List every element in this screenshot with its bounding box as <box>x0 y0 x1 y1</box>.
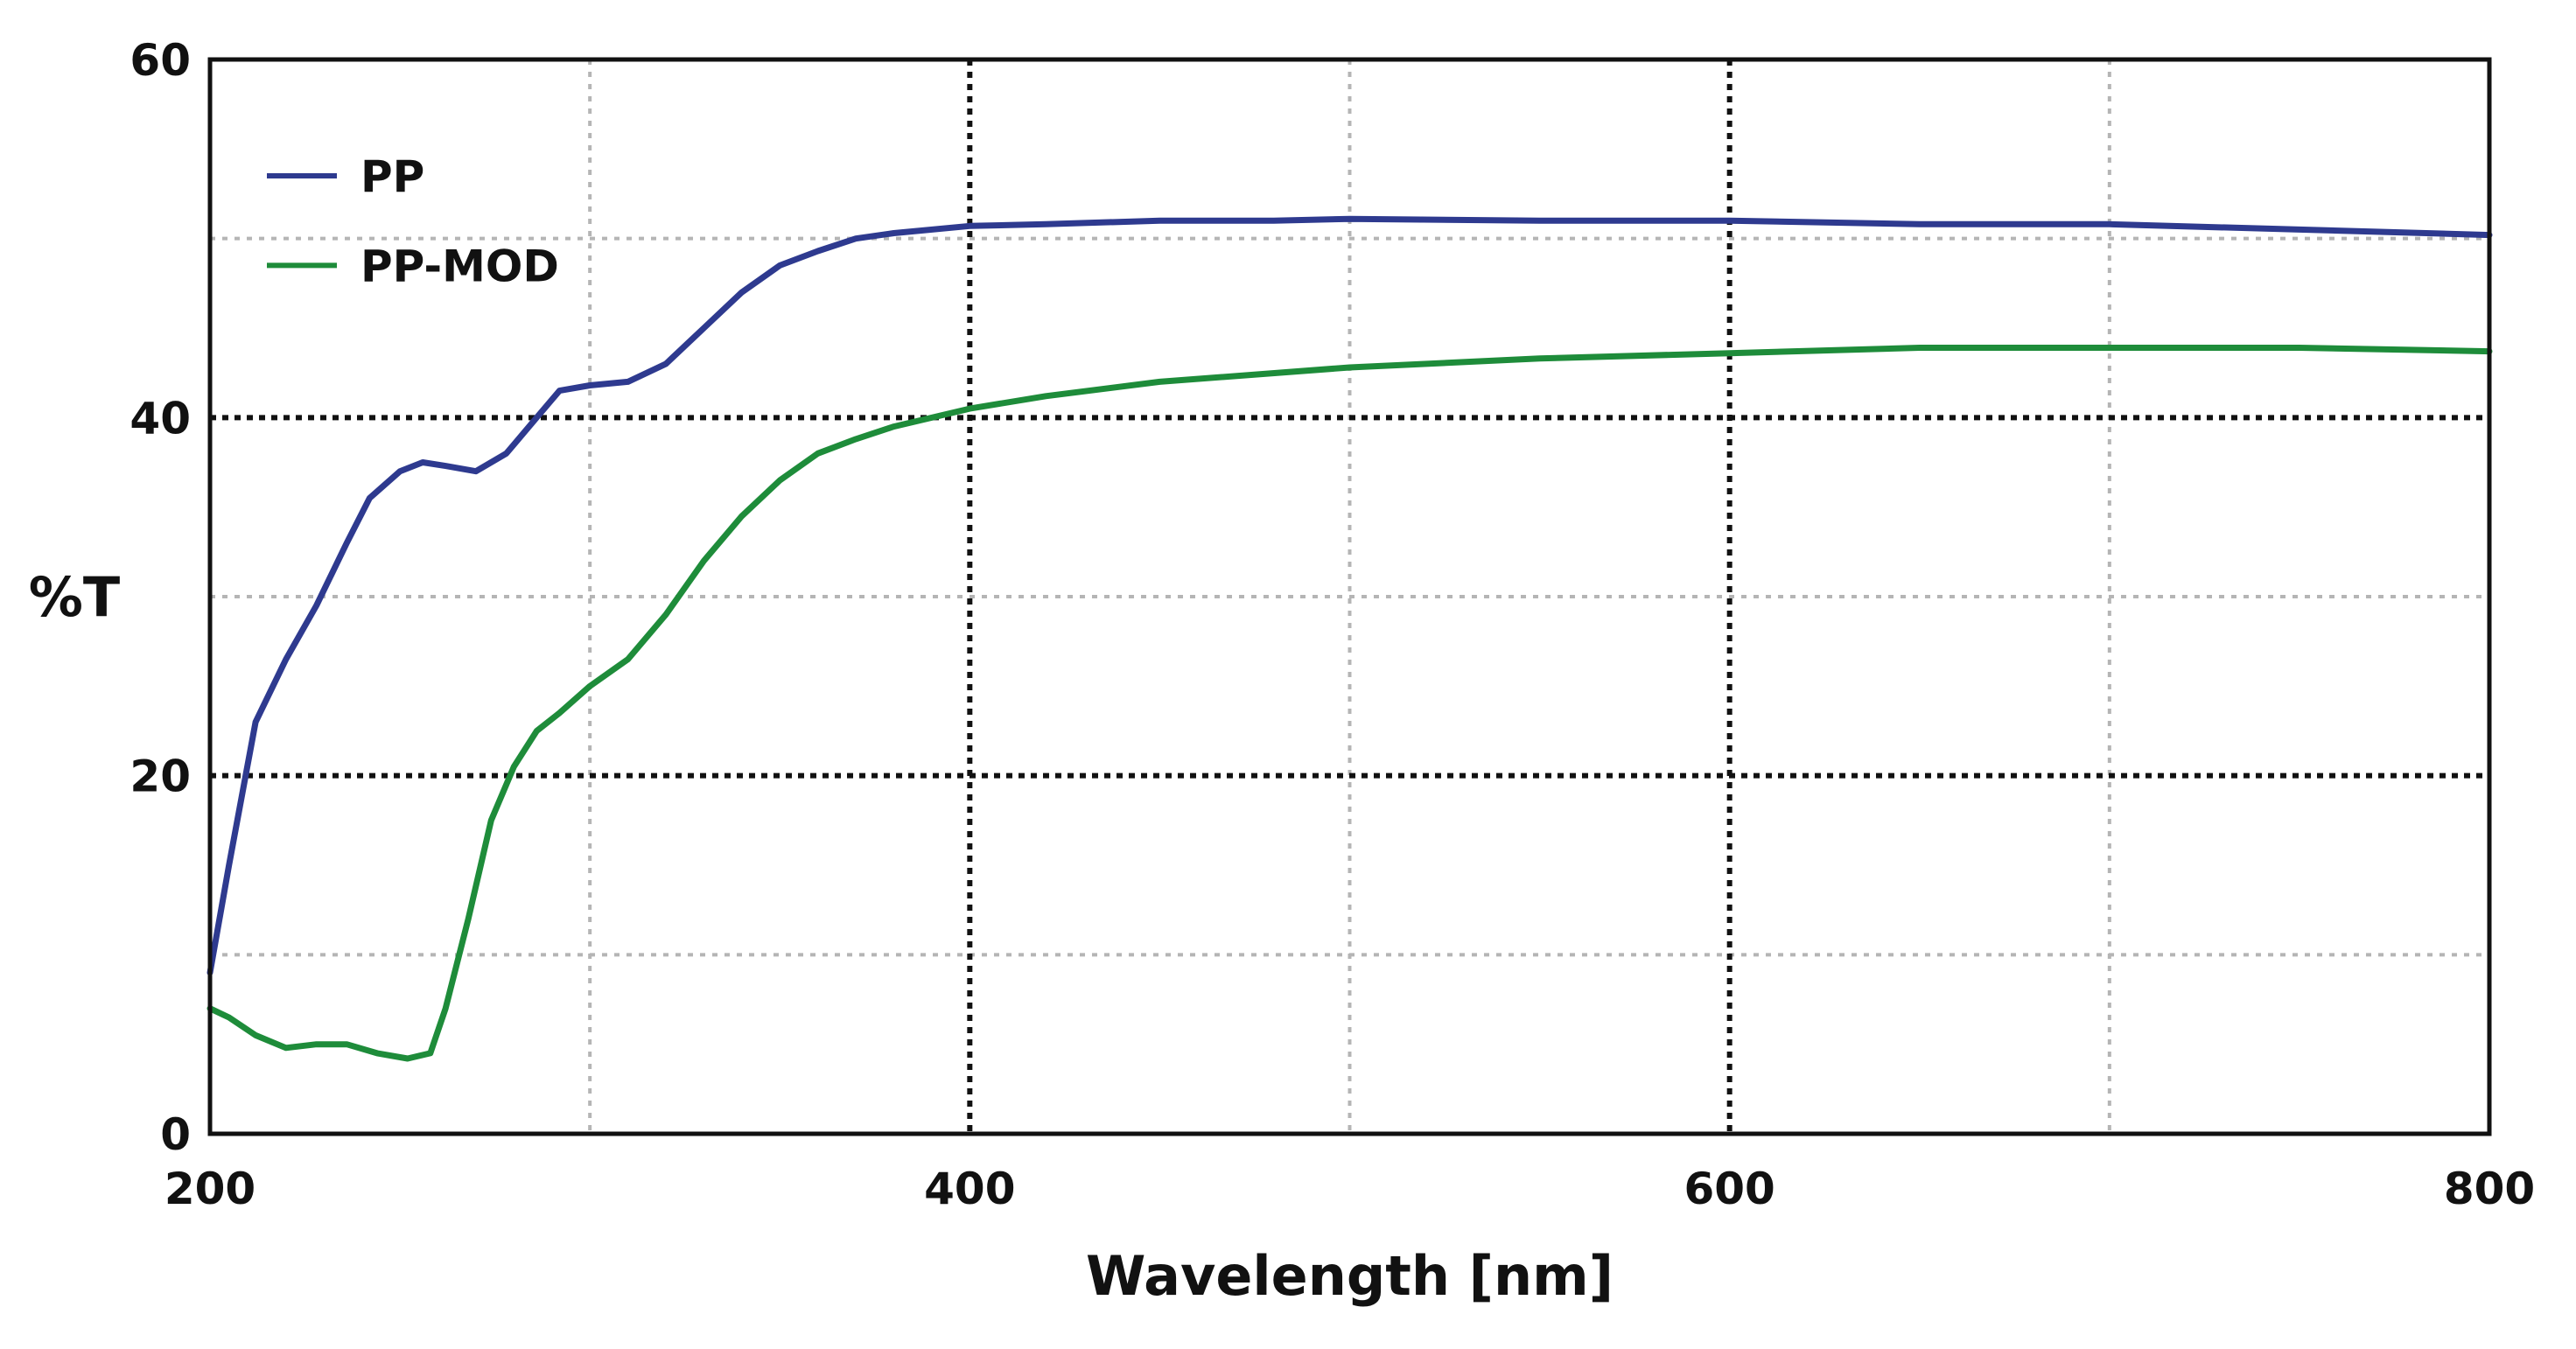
series-line-pp-mod <box>206 345 2493 1062</box>
tick-labels: 200 400 600 800 0 20 40 60 <box>130 35 2535 1214</box>
legend: PP PP-MOD <box>267 151 559 291</box>
x-tick-label: 200 <box>164 1164 256 1214</box>
grid <box>210 59 2489 1134</box>
x-axis-title: Wavelength [nm] <box>1086 1244 1614 1308</box>
x-tick-label: 800 <box>2444 1164 2535 1214</box>
plot-frame <box>207 57 2492 1136</box>
series-line-pp <box>206 215 2493 976</box>
y-tick-label: 60 <box>130 35 191 86</box>
series-lines <box>206 215 2493 1062</box>
y-tick-label: 20 <box>130 751 191 802</box>
legend-label-pp-mod: PP-MOD <box>360 241 559 291</box>
x-tick-label: 600 <box>1684 1164 1774 1214</box>
legend-label-pp: PP <box>360 151 424 202</box>
y-axis-title: %T <box>29 565 120 629</box>
x-tick-label: 400 <box>924 1164 1015 1214</box>
y-tick-label: 0 <box>160 1109 191 1160</box>
y-tick-label: 40 <box>130 393 191 444</box>
